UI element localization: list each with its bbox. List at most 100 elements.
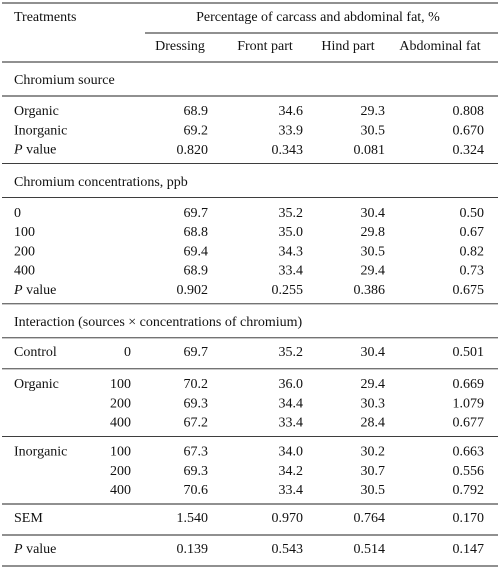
cell-value: 0.170 bbox=[453, 511, 485, 526]
cell-value: 69.3 bbox=[184, 464, 209, 479]
cell-value: 33.9 bbox=[279, 124, 304, 139]
column-header: Abdominal fat bbox=[399, 39, 480, 54]
row-label: Organic bbox=[14, 104, 59, 119]
row-label: Organic bbox=[14, 377, 59, 392]
header-cell: Percentage of carcass and abdominal fat,… bbox=[196, 10, 440, 25]
cell-value: 0.73 bbox=[460, 264, 485, 279]
section-title: Chromium concentrations, ppb bbox=[14, 175, 188, 190]
label-part: P bbox=[13, 143, 23, 158]
label-part: P bbox=[13, 542, 23, 557]
cell-value: 30.3 bbox=[361, 396, 386, 411]
row-label: SEM bbox=[14, 511, 43, 526]
cell-value: 69.4 bbox=[184, 244, 209, 259]
cell-value: 30.5 bbox=[361, 124, 386, 139]
cell-value: 0.255 bbox=[272, 283, 304, 298]
cell-value: 29.3 bbox=[361, 104, 386, 119]
cell-value: 69.3 bbox=[184, 396, 209, 411]
cell-value: 0.514 bbox=[354, 542, 386, 557]
cell-value: 0.677 bbox=[453, 416, 485, 431]
row-label: P value bbox=[13, 143, 56, 158]
cell-value: 28.4 bbox=[361, 416, 386, 431]
cell-value: 34.2 bbox=[279, 464, 304, 479]
cell-value: 67.3 bbox=[184, 445, 209, 460]
cell-value: 68.9 bbox=[184, 104, 209, 119]
cell-value: 0.081 bbox=[354, 143, 386, 158]
cell-value: 69.2 bbox=[184, 124, 209, 139]
cell-value: 35.2 bbox=[279, 345, 304, 360]
section-title: Chromium source bbox=[14, 73, 115, 88]
cell-value: 34.6 bbox=[279, 104, 304, 119]
cell-value: 34.3 bbox=[279, 244, 304, 259]
row-sublabel: 400 bbox=[110, 483, 131, 498]
label-part: value bbox=[23, 283, 57, 298]
column-header: Dressing bbox=[155, 39, 205, 54]
cell-value: 69.7 bbox=[184, 206, 209, 221]
section-title: Interaction (sources × concentrations of… bbox=[14, 315, 303, 330]
cell-value: 69.7 bbox=[184, 345, 209, 360]
cell-value: 0.147 bbox=[453, 542, 485, 557]
cell-value: 0.808 bbox=[453, 104, 485, 119]
cell-value: 1.079 bbox=[453, 396, 485, 411]
cell-value: 29.8 bbox=[361, 225, 386, 240]
header-cell: Treatments bbox=[14, 10, 76, 25]
cell-value: 0.675 bbox=[453, 283, 485, 298]
cell-value: 0.663 bbox=[453, 445, 485, 460]
cell-value: 30.2 bbox=[361, 445, 386, 460]
row-label: 200 bbox=[14, 244, 35, 259]
column-header: Front part bbox=[237, 39, 293, 54]
cell-value: 30.4 bbox=[361, 206, 386, 221]
row-label: 0 bbox=[14, 206, 21, 221]
row-label: Inorganic bbox=[14, 445, 67, 460]
row-sublabel: 400 bbox=[110, 416, 131, 431]
cell-value: 0.669 bbox=[453, 377, 485, 392]
cell-value: 0.764 bbox=[354, 511, 386, 526]
cell-value: 30.4 bbox=[361, 345, 386, 360]
cell-value: 0.50 bbox=[460, 206, 485, 221]
row-label: 100 bbox=[14, 225, 35, 240]
cell-value: 0.82 bbox=[460, 244, 485, 259]
row-label: P value bbox=[13, 283, 56, 298]
cell-value: 29.4 bbox=[361, 264, 386, 279]
cell-value: 29.4 bbox=[361, 377, 386, 392]
label-part: value bbox=[23, 143, 57, 158]
cell-value: 0.670 bbox=[453, 124, 485, 139]
cell-value: 0.343 bbox=[272, 143, 304, 158]
cell-value: 30.5 bbox=[361, 483, 386, 498]
cell-value: 70.6 bbox=[184, 483, 209, 498]
cell-value: 0.501 bbox=[453, 345, 485, 360]
cell-value: 67.2 bbox=[184, 416, 209, 431]
cell-value: 0.139 bbox=[177, 542, 209, 557]
cell-value: 68.8 bbox=[184, 225, 209, 240]
cell-value: 0.902 bbox=[177, 283, 209, 298]
row-label: 400 bbox=[14, 264, 35, 279]
column-header: Hind part bbox=[321, 39, 374, 54]
cell-value: 33.4 bbox=[279, 483, 304, 498]
cell-value: 70.2 bbox=[184, 377, 209, 392]
cell-value: 34.4 bbox=[279, 396, 304, 411]
row-sublabel: 100 bbox=[110, 377, 131, 392]
label-part: value bbox=[23, 542, 57, 557]
cell-value: 0.386 bbox=[354, 283, 386, 298]
cell-value: 30.5 bbox=[361, 244, 386, 259]
cell-value: 68.9 bbox=[184, 264, 209, 279]
cell-value: 33.4 bbox=[279, 416, 304, 431]
cell-value: 33.4 bbox=[279, 264, 304, 279]
row-sublabel: 200 bbox=[110, 396, 131, 411]
cell-value: 0.820 bbox=[177, 143, 209, 158]
label-part: P bbox=[13, 283, 23, 298]
cell-value: 30.7 bbox=[361, 464, 386, 479]
row-label: P value bbox=[13, 542, 56, 557]
row-sublabel: 200 bbox=[110, 464, 131, 479]
row-label: Inorganic bbox=[14, 124, 67, 139]
cell-value: 34.0 bbox=[279, 445, 304, 460]
cell-value: 0.543 bbox=[272, 542, 304, 557]
row-label: Control bbox=[14, 345, 57, 360]
cell-value: 1.540 bbox=[177, 511, 209, 526]
cell-value: 0.970 bbox=[272, 511, 304, 526]
row-sublabel: 100 bbox=[110, 445, 131, 460]
cell-value: 0.792 bbox=[453, 483, 485, 498]
cell-value: 35.0 bbox=[279, 225, 304, 240]
row-sublabel: 0 bbox=[124, 345, 131, 360]
cell-value: 35.2 bbox=[279, 206, 304, 221]
